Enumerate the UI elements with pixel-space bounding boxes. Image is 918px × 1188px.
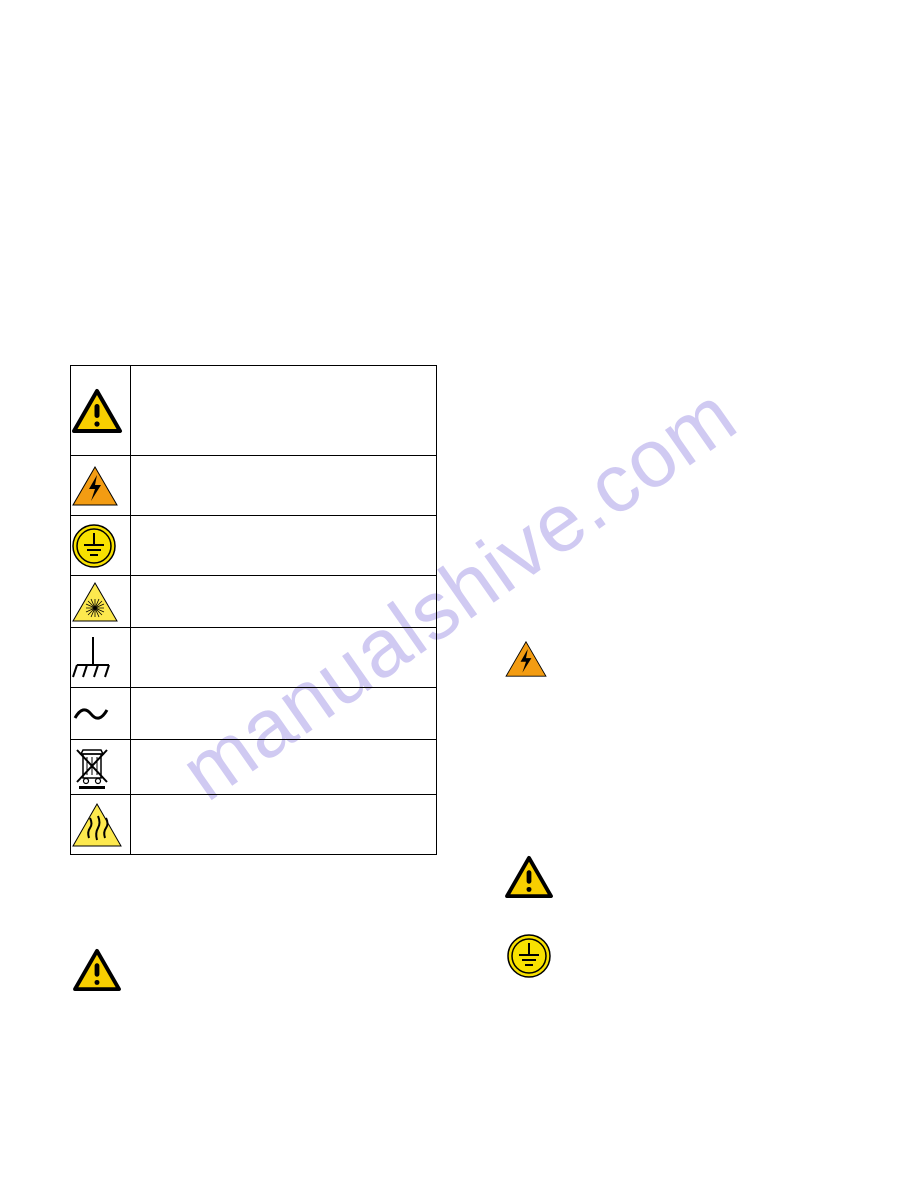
laser-triangle-icon	[71, 581, 119, 623]
table-row	[71, 516, 437, 576]
body-shock-icon-right	[504, 640, 548, 678]
table-row	[71, 366, 437, 456]
body-ground-icon-right	[506, 933, 552, 979]
icon-cell-laser	[71, 576, 131, 628]
warning-triangle-icon	[504, 855, 554, 899]
weee-bin-icon	[71, 744, 113, 790]
ground-circle-icon	[506, 933, 552, 979]
desc-cell	[130, 688, 436, 740]
desc-cell	[130, 516, 436, 576]
shock-triangle-icon	[71, 465, 119, 507]
icon-cell-weee	[71, 740, 131, 795]
shock-triangle-icon	[504, 640, 548, 678]
icon-cell-hot	[71, 795, 131, 855]
table-row	[71, 576, 437, 628]
desc-cell	[130, 740, 436, 795]
safety-symbols-table	[70, 365, 437, 855]
hot-surface-triangle-icon	[71, 802, 123, 848]
desc-cell	[130, 795, 436, 855]
table-row	[71, 740, 437, 795]
warning-triangle-icon	[72, 948, 122, 992]
table-row	[71, 688, 437, 740]
icon-cell-ac	[71, 688, 131, 740]
body-warning-icon-left	[72, 948, 122, 992]
icon-cell-ground	[71, 516, 131, 576]
ground-circle-icon	[71, 523, 117, 569]
table-row	[71, 628, 437, 688]
body-warning-icon-right	[504, 855, 554, 899]
icon-cell-shock	[71, 456, 131, 516]
desc-cell	[130, 628, 436, 688]
desc-cell	[130, 456, 436, 516]
table-row	[71, 456, 437, 516]
desc-cell	[130, 366, 436, 456]
icon-cell-warning	[71, 366, 131, 456]
frame-ground-icon	[71, 633, 115, 683]
desc-cell	[130, 576, 436, 628]
icon-cell-frame-ground	[71, 628, 131, 688]
table-row	[71, 795, 437, 855]
ac-tilde-icon	[71, 702, 111, 726]
warning-triangle-icon	[71, 388, 123, 434]
